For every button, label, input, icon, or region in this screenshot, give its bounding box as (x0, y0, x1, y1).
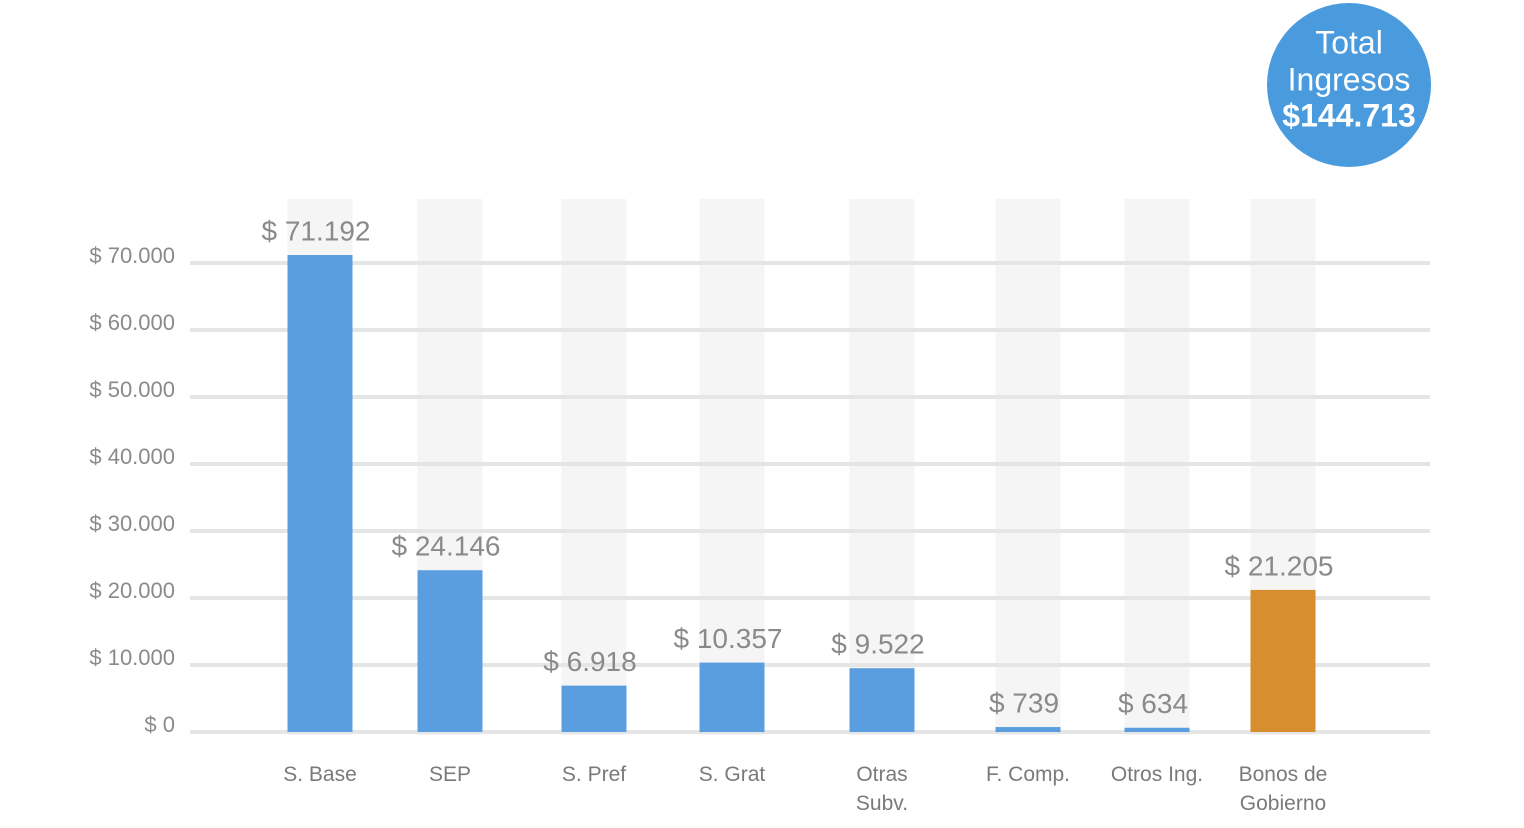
y-tick-label: $ 0 (144, 712, 175, 737)
value-label: $ 24.146 (392, 531, 501, 562)
bar (849, 668, 915, 732)
bar (1250, 589, 1316, 732)
bars (287, 255, 1316, 732)
y-tick-label: $ 50.000 (89, 377, 175, 402)
badge-text: $144.713 (1282, 97, 1415, 133)
x-tick-label: S. Grat (698, 763, 766, 786)
x-tick-label: SEP (428, 763, 472, 786)
bar (699, 662, 765, 732)
bar (561, 685, 627, 732)
column-background (995, 199, 1061, 735)
x-tick-label: S. Base (283, 763, 357, 786)
value-label: $ 21.205 (1225, 550, 1334, 581)
total-badge (1267, 3, 1431, 167)
bar (1124, 727, 1190, 732)
y-tick-label: $ 20.000 (89, 578, 175, 603)
y-tick-label: $ 70.000 (89, 243, 175, 268)
x-tick-label: Otras Subv. (855, 763, 909, 815)
y-tick-label: $ 30.000 (89, 511, 175, 536)
labels: $ 0 $ 10.000 $ 20.000 $ 30.000 $ 40.000 $ 50.… (89, 215, 1333, 736)
bar (995, 727, 1061, 732)
x-tick-label: Otros Ing. (1110, 763, 1204, 786)
bar (417, 570, 483, 732)
x-tick-label: Bonos de Gobierno (1238, 763, 1328, 815)
y-tick-label: $ 60.000 (89, 310, 175, 335)
badge-text: Ingresos (1288, 61, 1411, 97)
value-label: $ 9.522 (831, 629, 924, 660)
value-label: $ 10.357 (674, 623, 783, 654)
bar (287, 255, 353, 732)
badge-text: Total (1315, 24, 1383, 60)
value-label: $ 739 (989, 687, 1059, 718)
y-tick-label: $ 40.000 (89, 444, 175, 469)
x-tick-label: F. Comp. (985, 763, 1071, 786)
column-background (849, 199, 915, 735)
value-label: $ 71.192 (262, 215, 371, 246)
column-background (1124, 199, 1190, 735)
y-tick-label: $ 10.000 (89, 645, 175, 670)
value-label: $ 6.918 (543, 646, 636, 677)
value-label: $ 634 (1118, 688, 1188, 719)
grid (190, 261, 1430, 734)
column-background (561, 199, 627, 735)
column-background (699, 199, 765, 735)
x-tick-label: S. Pref (561, 763, 627, 786)
